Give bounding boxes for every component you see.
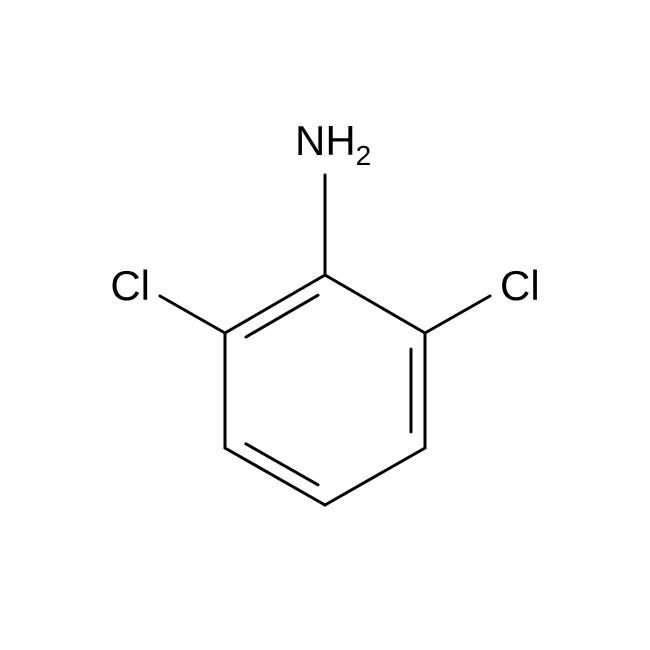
bond bbox=[325, 275, 425, 333]
bond bbox=[225, 448, 325, 505]
bond-inner bbox=[246, 444, 318, 485]
subst-bond bbox=[425, 296, 490, 333]
atom-label: NH2 bbox=[295, 117, 371, 171]
subst-bond bbox=[160, 296, 225, 333]
molecule-diagram: NH2 Cl Cl bbox=[0, 0, 650, 650]
bond bbox=[325, 448, 425, 505]
atom-label: Cl bbox=[500, 262, 540, 309]
bond bbox=[225, 275, 325, 333]
atom-label: Cl bbox=[110, 262, 150, 309]
